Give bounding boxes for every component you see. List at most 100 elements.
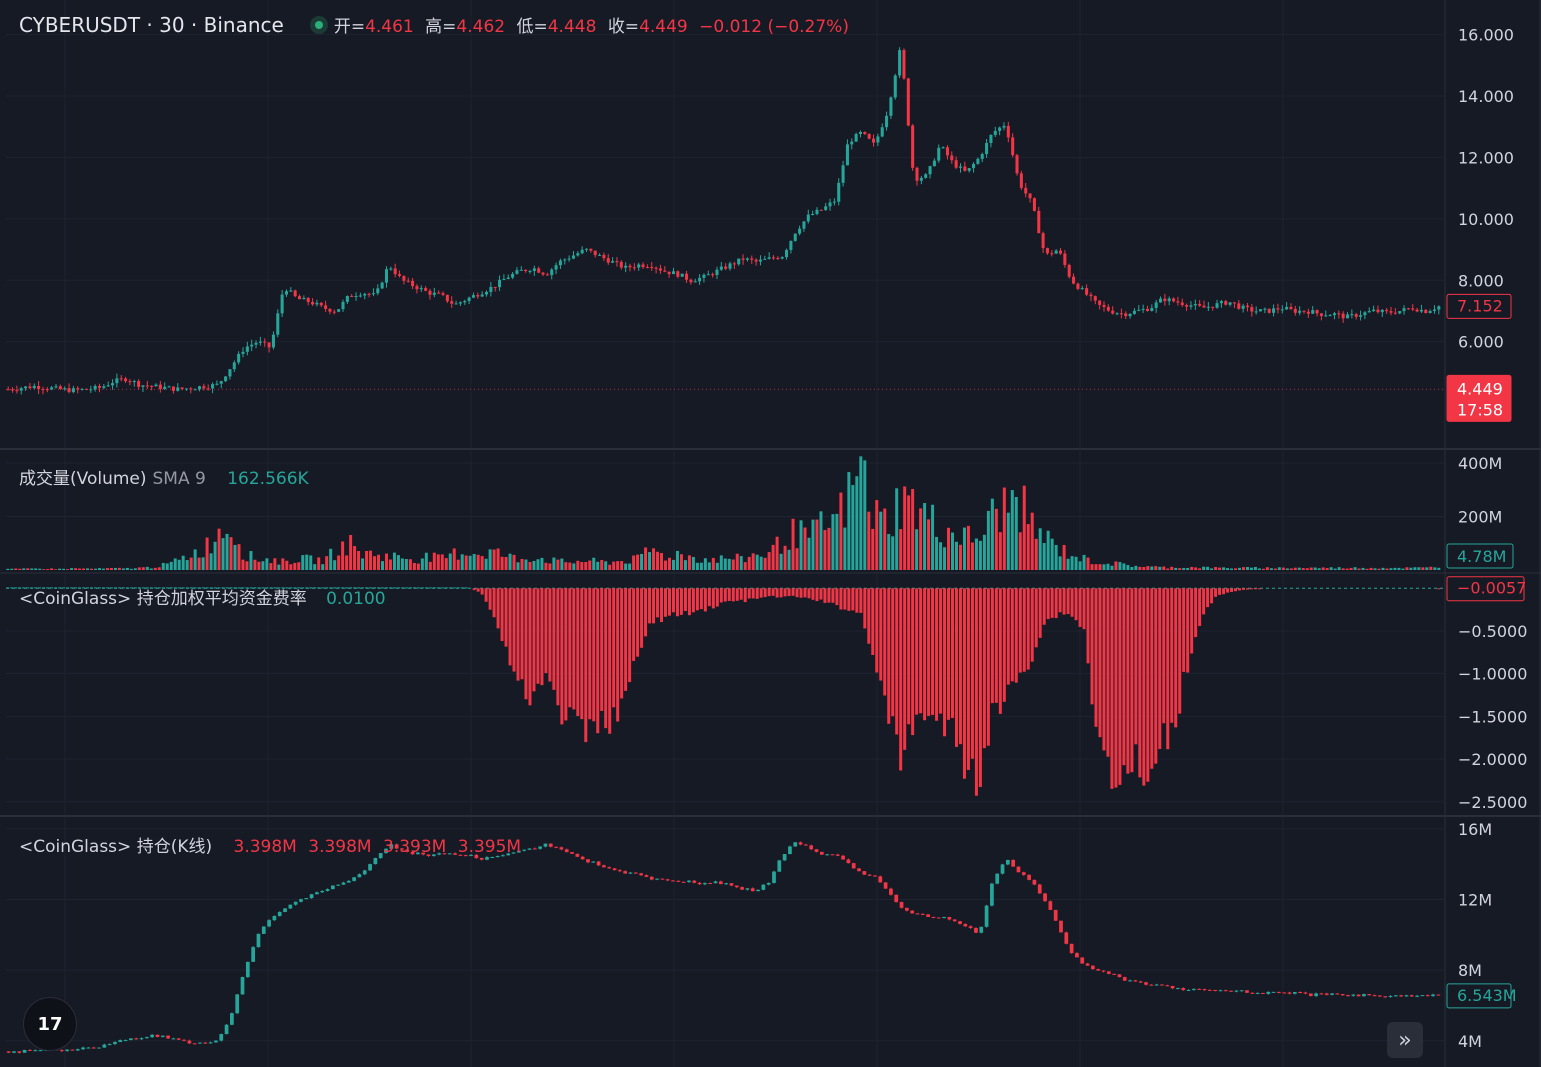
price-candle xyxy=(1072,276,1076,284)
price-candle xyxy=(254,342,258,345)
funding-bar xyxy=(1230,588,1234,592)
price-candle xyxy=(1328,315,1332,317)
price-candle xyxy=(628,265,632,268)
oi-candle xyxy=(1085,963,1090,966)
volume-bar xyxy=(289,564,293,570)
volume-bar xyxy=(982,534,986,570)
funding-bar xyxy=(763,588,767,598)
scroll-to-latest-icon[interactable]: » xyxy=(1387,1022,1423,1058)
oi-candle xyxy=(1239,990,1244,992)
funding-bar xyxy=(759,588,763,598)
volume-bar xyxy=(978,540,982,570)
oi-title[interactable]: <CoinGlass> 持仓(K线) xyxy=(19,837,213,857)
oi-candle xyxy=(936,917,941,919)
funding-bar xyxy=(648,588,652,624)
volume-bar xyxy=(50,568,54,570)
price-candle xyxy=(1372,309,1376,312)
price-candle xyxy=(293,290,297,297)
funding-bar xyxy=(604,588,608,729)
tradingview-logo-icon[interactable]: 17 xyxy=(23,997,77,1051)
price-candle xyxy=(1128,313,1132,317)
price-candle xyxy=(376,288,380,294)
funding-bar xyxy=(133,587,137,589)
volume-bar xyxy=(157,567,161,570)
funding-bar xyxy=(943,588,947,737)
price-candle xyxy=(837,182,841,202)
funding-bar xyxy=(456,587,460,589)
funding-bar xyxy=(412,587,416,589)
oi-candle xyxy=(346,880,351,883)
price-candle xyxy=(1172,298,1176,302)
price-candle xyxy=(380,282,384,289)
price-candle xyxy=(1163,298,1167,302)
oi-candle xyxy=(1106,971,1111,974)
volume-bar xyxy=(1210,568,1214,570)
funding-bar xyxy=(197,587,201,589)
volume-bar xyxy=(500,556,504,570)
funding-bar xyxy=(201,587,205,589)
volume-bar xyxy=(384,553,388,570)
funding-bar xyxy=(384,587,388,589)
funding-bar xyxy=(735,588,739,601)
price-candle xyxy=(615,261,619,263)
funding-bar xyxy=(261,587,265,589)
volume-bar xyxy=(329,548,333,570)
funding-bar xyxy=(588,588,592,720)
volume-bar xyxy=(656,551,660,570)
funding-bar xyxy=(1182,588,1186,672)
price-candle xyxy=(111,383,115,386)
funding-bar xyxy=(432,587,436,589)
volume-bar xyxy=(1158,566,1162,570)
market-status-icon[interactable] xyxy=(309,16,328,34)
oi-candle xyxy=(819,851,824,855)
symbol-title[interactable]: CYBERUSDT · 30 · Binance xyxy=(19,13,284,37)
price-candle xyxy=(284,291,288,295)
funding-bar xyxy=(496,588,500,629)
oi-candle xyxy=(86,1047,91,1049)
funding-bar xyxy=(747,588,751,599)
oi-candle xyxy=(952,919,957,922)
funding-bar xyxy=(161,587,165,589)
funding-bar xyxy=(380,587,384,589)
oi-candle xyxy=(1154,984,1159,986)
volume-bar xyxy=(209,553,213,570)
price-candle xyxy=(1154,302,1158,308)
oi-candle xyxy=(1096,969,1101,971)
price-candle xyxy=(358,295,362,297)
funding-bar xyxy=(667,588,671,616)
volume-bar xyxy=(149,568,153,570)
volume-bar xyxy=(249,551,253,570)
oi-candle xyxy=(554,846,558,848)
funding-bar xyxy=(679,588,683,615)
price-candle xyxy=(345,296,349,302)
funding-bar xyxy=(82,587,86,589)
volume-bar xyxy=(70,568,74,570)
price-tag xyxy=(1446,374,1512,422)
price-candle xyxy=(1402,308,1406,312)
volume-bar xyxy=(90,568,93,570)
volume-bar xyxy=(281,558,285,570)
funding-bar xyxy=(855,588,859,613)
funding-bar xyxy=(1241,588,1245,590)
volume-bar xyxy=(1042,543,1046,570)
funding-bar xyxy=(823,588,827,603)
price-candle xyxy=(176,387,180,391)
volume-bar xyxy=(883,508,887,570)
volume-title[interactable]: 成交量(Volume) xyxy=(19,469,147,489)
oi-candle xyxy=(1292,992,1297,994)
oi-candle xyxy=(453,853,457,855)
volume-bar xyxy=(532,560,536,570)
price-candle xyxy=(719,266,723,270)
price-candle xyxy=(1085,288,1089,295)
funding-title[interactable]: <CoinGlass> 持仓加权平均资金费率 xyxy=(19,589,307,609)
oi-candle xyxy=(1176,988,1180,990)
funding-bar xyxy=(592,588,596,722)
volume-bar xyxy=(1038,528,1042,570)
y-tick-label: −2.0000 xyxy=(1458,750,1527,769)
y-tick-label: 8.000 xyxy=(1458,271,1504,290)
oi-candle xyxy=(580,856,585,860)
oi-candle xyxy=(846,859,851,864)
funding-bar xyxy=(1018,588,1022,673)
price-candle xyxy=(1132,310,1136,314)
